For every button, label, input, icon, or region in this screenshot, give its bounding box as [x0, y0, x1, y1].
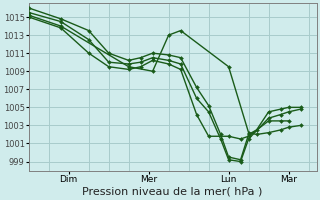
X-axis label: Pression niveau de la mer( hPa ): Pression niveau de la mer( hPa ): [83, 187, 263, 197]
